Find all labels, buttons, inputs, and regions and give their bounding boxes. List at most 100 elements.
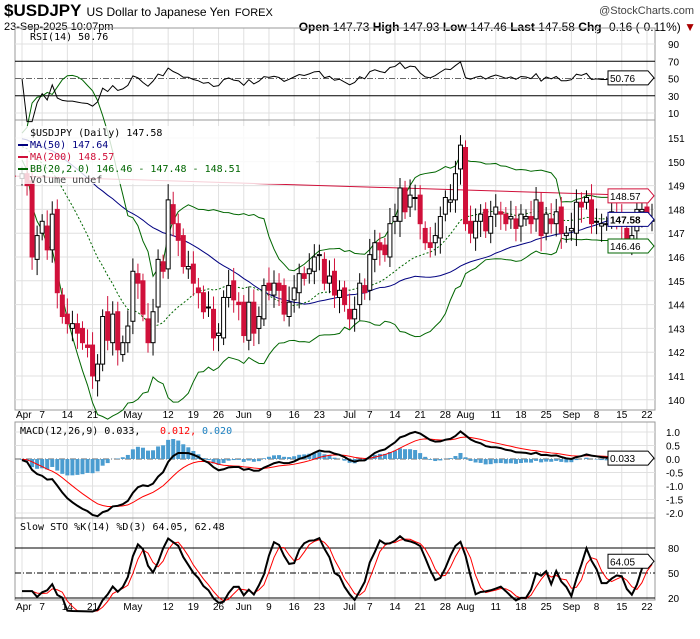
date-axis-label: 14	[62, 410, 74, 421]
candle-up	[185, 266, 191, 270]
macd-histogram-bar	[312, 452, 317, 459]
macd-histogram-bar	[453, 456, 458, 459]
date-axis-label: 14	[389, 602, 401, 613]
candle-up	[442, 197, 448, 215]
candle-up	[518, 213, 524, 227]
date-axis-label: Jun	[236, 602, 252, 613]
macd-histogram-bar	[241, 459, 246, 462]
last-price-tag-box	[607, 211, 655, 227]
macd-histogram-bar	[292, 456, 297, 459]
date-axis-label: 7	[39, 602, 45, 613]
macd-histogram-bar	[105, 459, 110, 464]
ma50-legend: MA(50) 147.64	[30, 140, 108, 151]
candle-down	[195, 287, 201, 294]
candle-down	[427, 242, 433, 248]
macd-histogram-bar	[332, 457, 337, 459]
candle-up	[226, 285, 232, 298]
macd-histogram-bar	[75, 459, 80, 475]
rsi-legend: RSI(14) 50.76	[30, 32, 108, 43]
macd-histogram-bar	[564, 459, 569, 463]
candle-down	[558, 206, 564, 234]
candle-down	[281, 285, 287, 315]
date-axis-label: 25	[541, 602, 553, 613]
candle-up	[447, 199, 453, 203]
macd-histogram-bar	[201, 458, 206, 459]
rsi-tick-label: 10	[668, 109, 680, 120]
macd-signal-legend: 0.012,	[160, 426, 196, 437]
macd-histogram-bar	[272, 455, 276, 459]
macd-histogram-bar	[524, 459, 528, 463]
rsi-tick-label: 50	[668, 75, 680, 86]
candle-down	[180, 235, 186, 268]
candle-up	[594, 220, 600, 223]
candle-down	[347, 308, 353, 320]
rsi-line	[21, 61, 653, 123]
macd-histogram-bar	[317, 452, 322, 459]
date-axis-label: 7	[367, 602, 373, 613]
price-tick-label: 144	[668, 301, 685, 312]
bb-legend: BB(20,2.0) 146.46 - 147.48 - 148.51	[30, 164, 241, 175]
date-axis-label: 16	[289, 410, 301, 421]
macd-signal-line	[21, 436, 653, 508]
candle-down	[321, 258, 327, 284]
date-axis-label: 15	[616, 602, 628, 613]
date-axis-label: 12	[163, 410, 175, 421]
candle-up	[130, 270, 136, 322]
macd-histogram-bar	[327, 455, 332, 459]
price-legend: $USDJPY (Daily) 147.58	[30, 128, 162, 139]
candle-down	[468, 220, 474, 234]
macd-histogram-bar	[40, 459, 45, 469]
macd-histogram-bar	[584, 457, 589, 459]
date-axis-label: Sep	[562, 410, 580, 421]
macd-histogram-bar	[266, 456, 271, 459]
macd-histogram-bar	[120, 457, 125, 459]
candle-down	[115, 311, 121, 351]
candle-up	[573, 201, 579, 234]
ma200-legend: MA(200) 148.57	[30, 152, 114, 163]
date-axis-label: 21	[415, 602, 427, 613]
date-axis-label: 21	[87, 602, 99, 613]
candle-up	[397, 187, 403, 222]
candle-up	[337, 289, 343, 298]
macd-histogram-bar	[277, 455, 282, 459]
candle-up	[523, 216, 529, 220]
candle-down	[578, 201, 584, 208]
date-axis-label: 21	[415, 410, 427, 421]
date-axis-label: 22	[641, 602, 653, 613]
macd-histogram-bar	[221, 459, 226, 464]
macd-histogram-bar	[508, 459, 513, 464]
candle-down	[402, 187, 408, 213]
down-arrow-icon: ▼	[684, 20, 696, 34]
macd-value-tag-box	[607, 450, 655, 466]
macd-histogram-bar	[231, 459, 236, 461]
macd-histogram-bar	[539, 459, 544, 463]
price-tick-label: 143	[668, 324, 685, 335]
macd-histogram-bar	[544, 459, 549, 462]
brand-logo[interactable]: @StockCharts.com	[599, 5, 694, 17]
candle-down	[79, 327, 85, 344]
candle-up	[568, 227, 574, 232]
macd-histogram-bar	[151, 450, 156, 459]
last-price-tag: 147.58	[610, 215, 641, 226]
date-axis-label: Jul	[343, 602, 356, 613]
date-axis-label: 15	[616, 410, 628, 421]
macd-histogram-bar	[135, 446, 140, 459]
candle-up	[357, 282, 363, 306]
macd-histogram-bar	[428, 459, 433, 460]
macd-histogram-bar	[282, 456, 287, 459]
macd-histogram-bar	[498, 459, 503, 464]
macd-histogram-bar	[382, 453, 387, 459]
date-axis-label: 28	[440, 410, 452, 421]
candle-up	[639, 208, 645, 213]
candle-down	[231, 280, 237, 301]
panel-frame-sto	[14, 517, 656, 601]
date-axis-label: 8	[594, 410, 600, 421]
macd-tick-label: 0.5	[666, 442, 680, 453]
candle-up	[34, 235, 40, 260]
candle-up	[553, 211, 559, 225]
candle-down	[342, 287, 348, 306]
candle-down	[528, 216, 534, 225]
date-axis-label: 9	[266, 410, 272, 421]
macd-histogram-bar	[342, 459, 347, 461]
